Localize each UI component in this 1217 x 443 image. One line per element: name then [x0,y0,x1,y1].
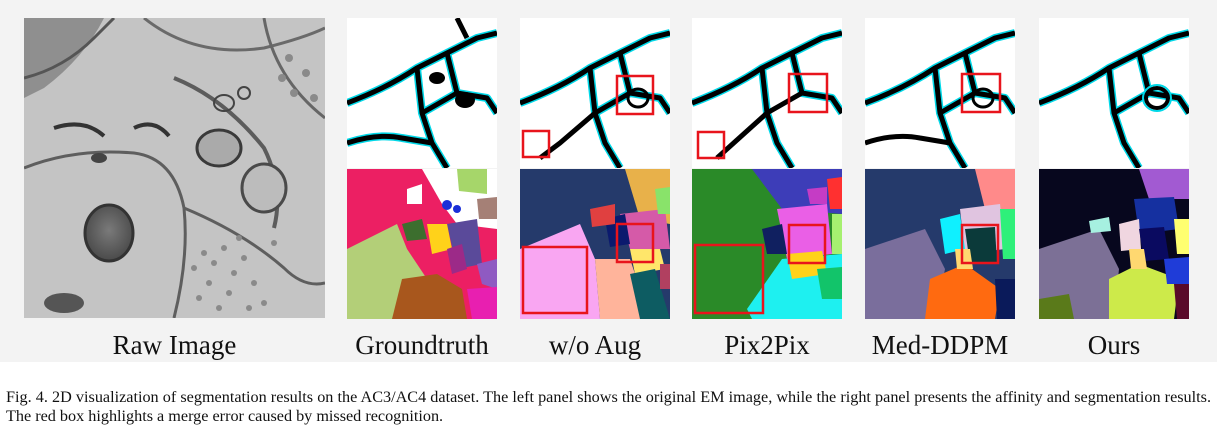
merge-error-box [960,223,1000,265]
merge-error-box [615,222,655,264]
affinity-map-groundtruth [347,18,497,168]
merge-error-box [521,129,551,159]
segmentation-map-groundtruth [347,169,497,319]
merge-error-box [696,130,726,160]
affinity-map-without-augmentation [520,18,670,168]
label-without-augmentation: w/o Aug [548,330,642,360]
figure-caption: Fig. 4. 2D visualization of segmentation… [6,388,1211,425]
merge-error-box [787,72,829,114]
segmentation-map-med-ddpm [865,169,1015,319]
affinity-map-ours [1039,18,1189,168]
merge-error-box [960,72,1002,114]
merge-error-box [615,74,655,116]
label-groundtruth: Groundtruth [355,330,489,360]
affinity-map-med-ddpm [865,18,1015,168]
label-ours: Ours [1087,330,1141,360]
raw-em-image [24,18,325,318]
affinity-map-pix2pix [692,18,842,168]
merge-error-box [693,243,765,315]
merge-error-box [521,245,589,315]
merge-error-box [787,223,827,265]
label-pix2pix: Pix2Pix [724,330,810,360]
segmentation-map-without-augmentation [520,169,670,319]
segmentation-map-ours [1039,169,1189,319]
label-raw-image: Raw Image [112,330,237,360]
segmentation-map-pix2pix [692,169,842,319]
label-med-ddpm: Med-DDPM [871,330,1009,360]
